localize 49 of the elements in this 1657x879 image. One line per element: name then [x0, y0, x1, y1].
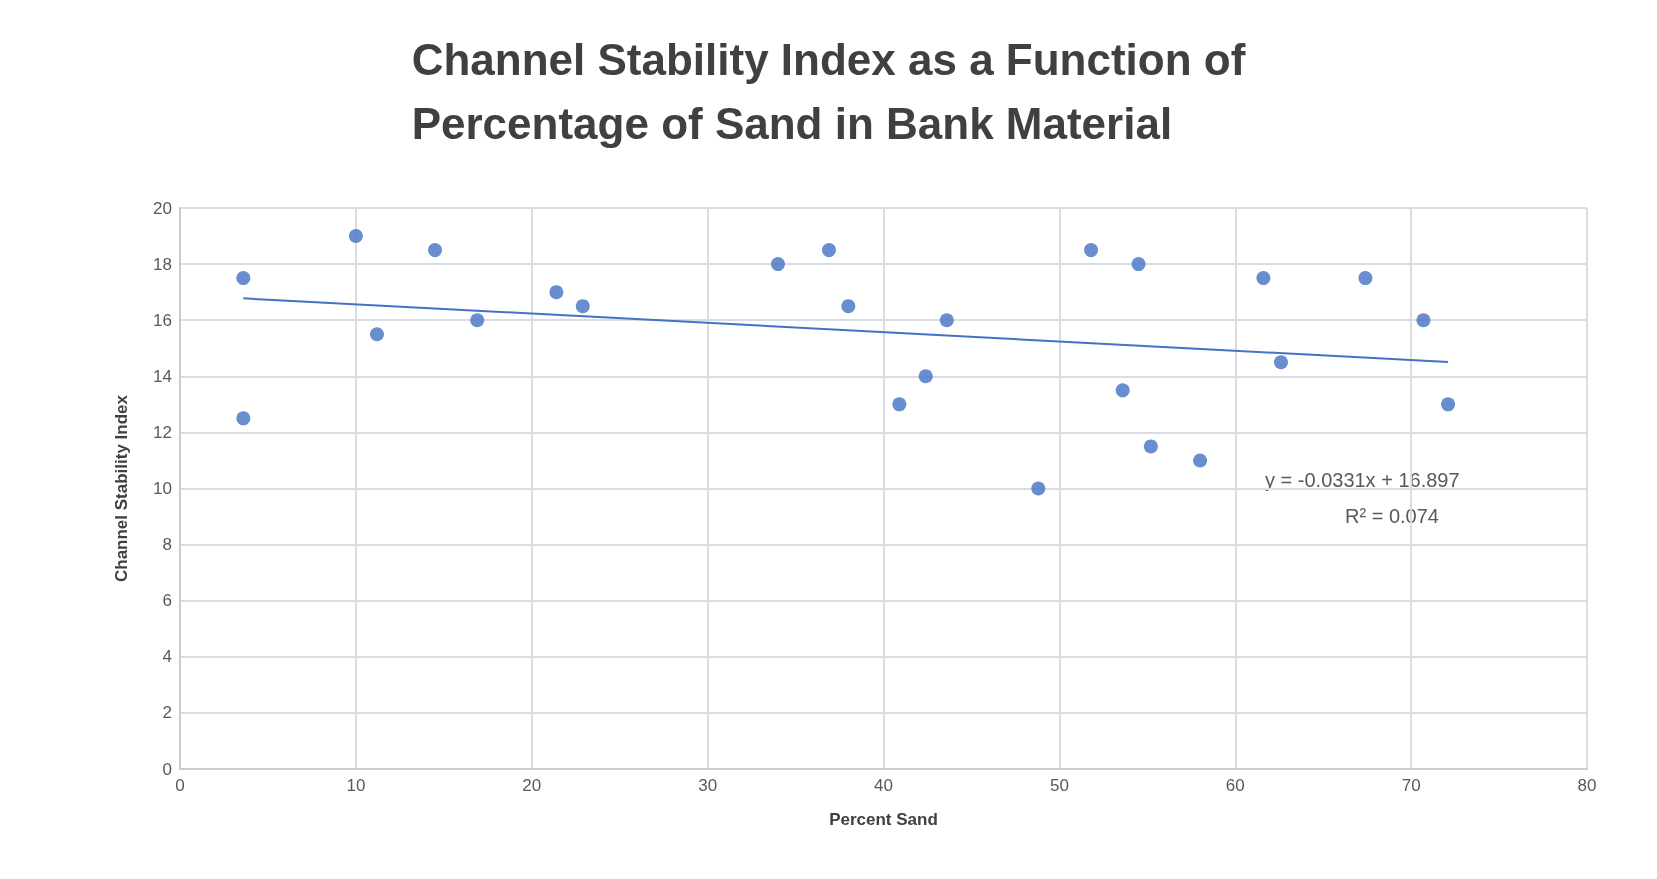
y-tick-label: 12 — [153, 422, 172, 442]
point — [1131, 257, 1146, 272]
point — [1441, 397, 1456, 412]
y-tick-label: 6 — [162, 591, 172, 611]
point — [1143, 439, 1158, 454]
point — [841, 299, 856, 314]
point — [549, 285, 564, 300]
annotation: R² = 0.074 — [1345, 505, 1439, 527]
x-tick-label: 0 — [175, 776, 185, 795]
x-tick-label: 30 — [698, 776, 718, 795]
point — [821, 243, 836, 258]
point — [575, 299, 590, 314]
point — [1358, 271, 1373, 286]
x-tick-label: 60 — [1225, 776, 1245, 795]
point — [428, 243, 443, 258]
y-tick-label: 20 — [153, 198, 172, 218]
y-tick-label: 10 — [153, 479, 172, 498]
x-tick-label: 20 — [522, 776, 542, 795]
point — [348, 229, 363, 244]
point — [470, 313, 485, 328]
chart-title: Channel Stability Index as a Function of Percentage of Sand in Bank Material — [411, 34, 1246, 148]
point — [918, 369, 933, 384]
y-tick-label: 8 — [162, 535, 172, 555]
x-tick-label: 80 — [1577, 776, 1597, 795]
point — [939, 313, 954, 328]
point — [1273, 355, 1288, 370]
point — [770, 257, 785, 272]
y-tick-label: 0 — [162, 759, 172, 779]
point — [1416, 313, 1431, 328]
x-tick-label: 10 — [346, 776, 366, 795]
x-tick-label: 50 — [1049, 776, 1069, 795]
y-tick-label: 16 — [153, 310, 172, 330]
y-tick-label: 2 — [162, 703, 172, 723]
point — [369, 327, 384, 342]
x-axis-title: Percent Sand — [829, 810, 938, 829]
y-axis-title: Channel Stability Index — [112, 394, 131, 583]
point — [892, 397, 907, 412]
point — [1193, 453, 1208, 468]
point — [1115, 383, 1130, 398]
point — [236, 411, 251, 426]
x-tick-label: 40 — [874, 776, 893, 795]
point — [236, 271, 251, 286]
x-tick-label: 70 — [1401, 776, 1421, 795]
y-tick-label: 4 — [162, 647, 172, 667]
point — [1084, 243, 1099, 258]
point — [1256, 271, 1271, 286]
y-tick-label: 18 — [153, 254, 172, 274]
point — [1031, 481, 1046, 496]
y-tick-label: 14 — [153, 366, 172, 386]
